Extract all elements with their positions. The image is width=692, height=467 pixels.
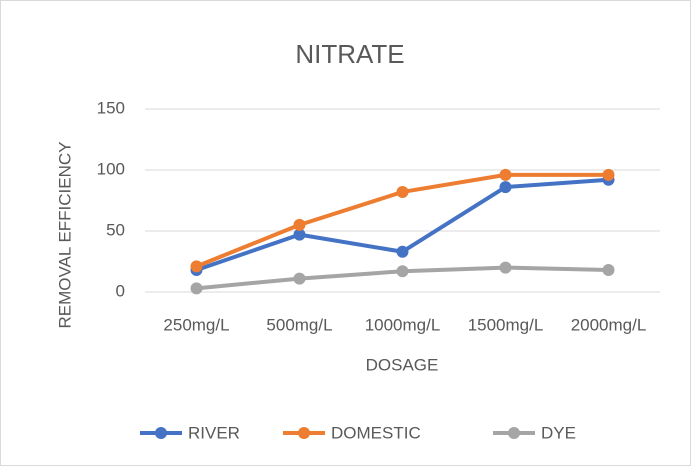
- data-point: [602, 168, 615, 181]
- legend-marker: [508, 427, 520, 439]
- data-point: [396, 265, 409, 278]
- data-point: [293, 218, 306, 231]
- y-tick-label: 150: [97, 98, 125, 117]
- y-tick-label: 100: [97, 159, 125, 178]
- legend-label: DOMESTIC: [331, 423, 421, 442]
- x-tick-label: 1000mg/L: [365, 315, 441, 334]
- y-tick-label: 0: [116, 281, 125, 300]
- data-point: [190, 282, 203, 295]
- legend-label: DYE: [541, 423, 576, 442]
- x-tick-label: 250mg/L: [163, 315, 229, 334]
- x-tick-label: 500mg/L: [266, 315, 332, 334]
- data-point: [499, 261, 512, 274]
- data-point: [396, 185, 409, 198]
- data-point: [499, 181, 512, 194]
- legend-label: RIVER: [188, 423, 240, 442]
- data-point: [293, 228, 306, 241]
- x-tick-label: 2000mg/L: [571, 315, 647, 334]
- data-point: [499, 168, 512, 181]
- y-tick-label: 50: [106, 220, 125, 239]
- data-point: [602, 264, 615, 277]
- legend-marker: [298, 427, 310, 439]
- chart-title: NITRATE: [295, 39, 404, 69]
- data-point: [190, 260, 203, 273]
- data-point: [396, 245, 409, 258]
- legend-marker: [155, 427, 167, 439]
- y-axis-title: REMOVAL EFFICIENCY: [55, 141, 74, 328]
- x-tick-label: 1500mg/L: [468, 315, 544, 334]
- x-axis-title: DOSAGE: [366, 355, 439, 374]
- data-point: [293, 272, 306, 285]
